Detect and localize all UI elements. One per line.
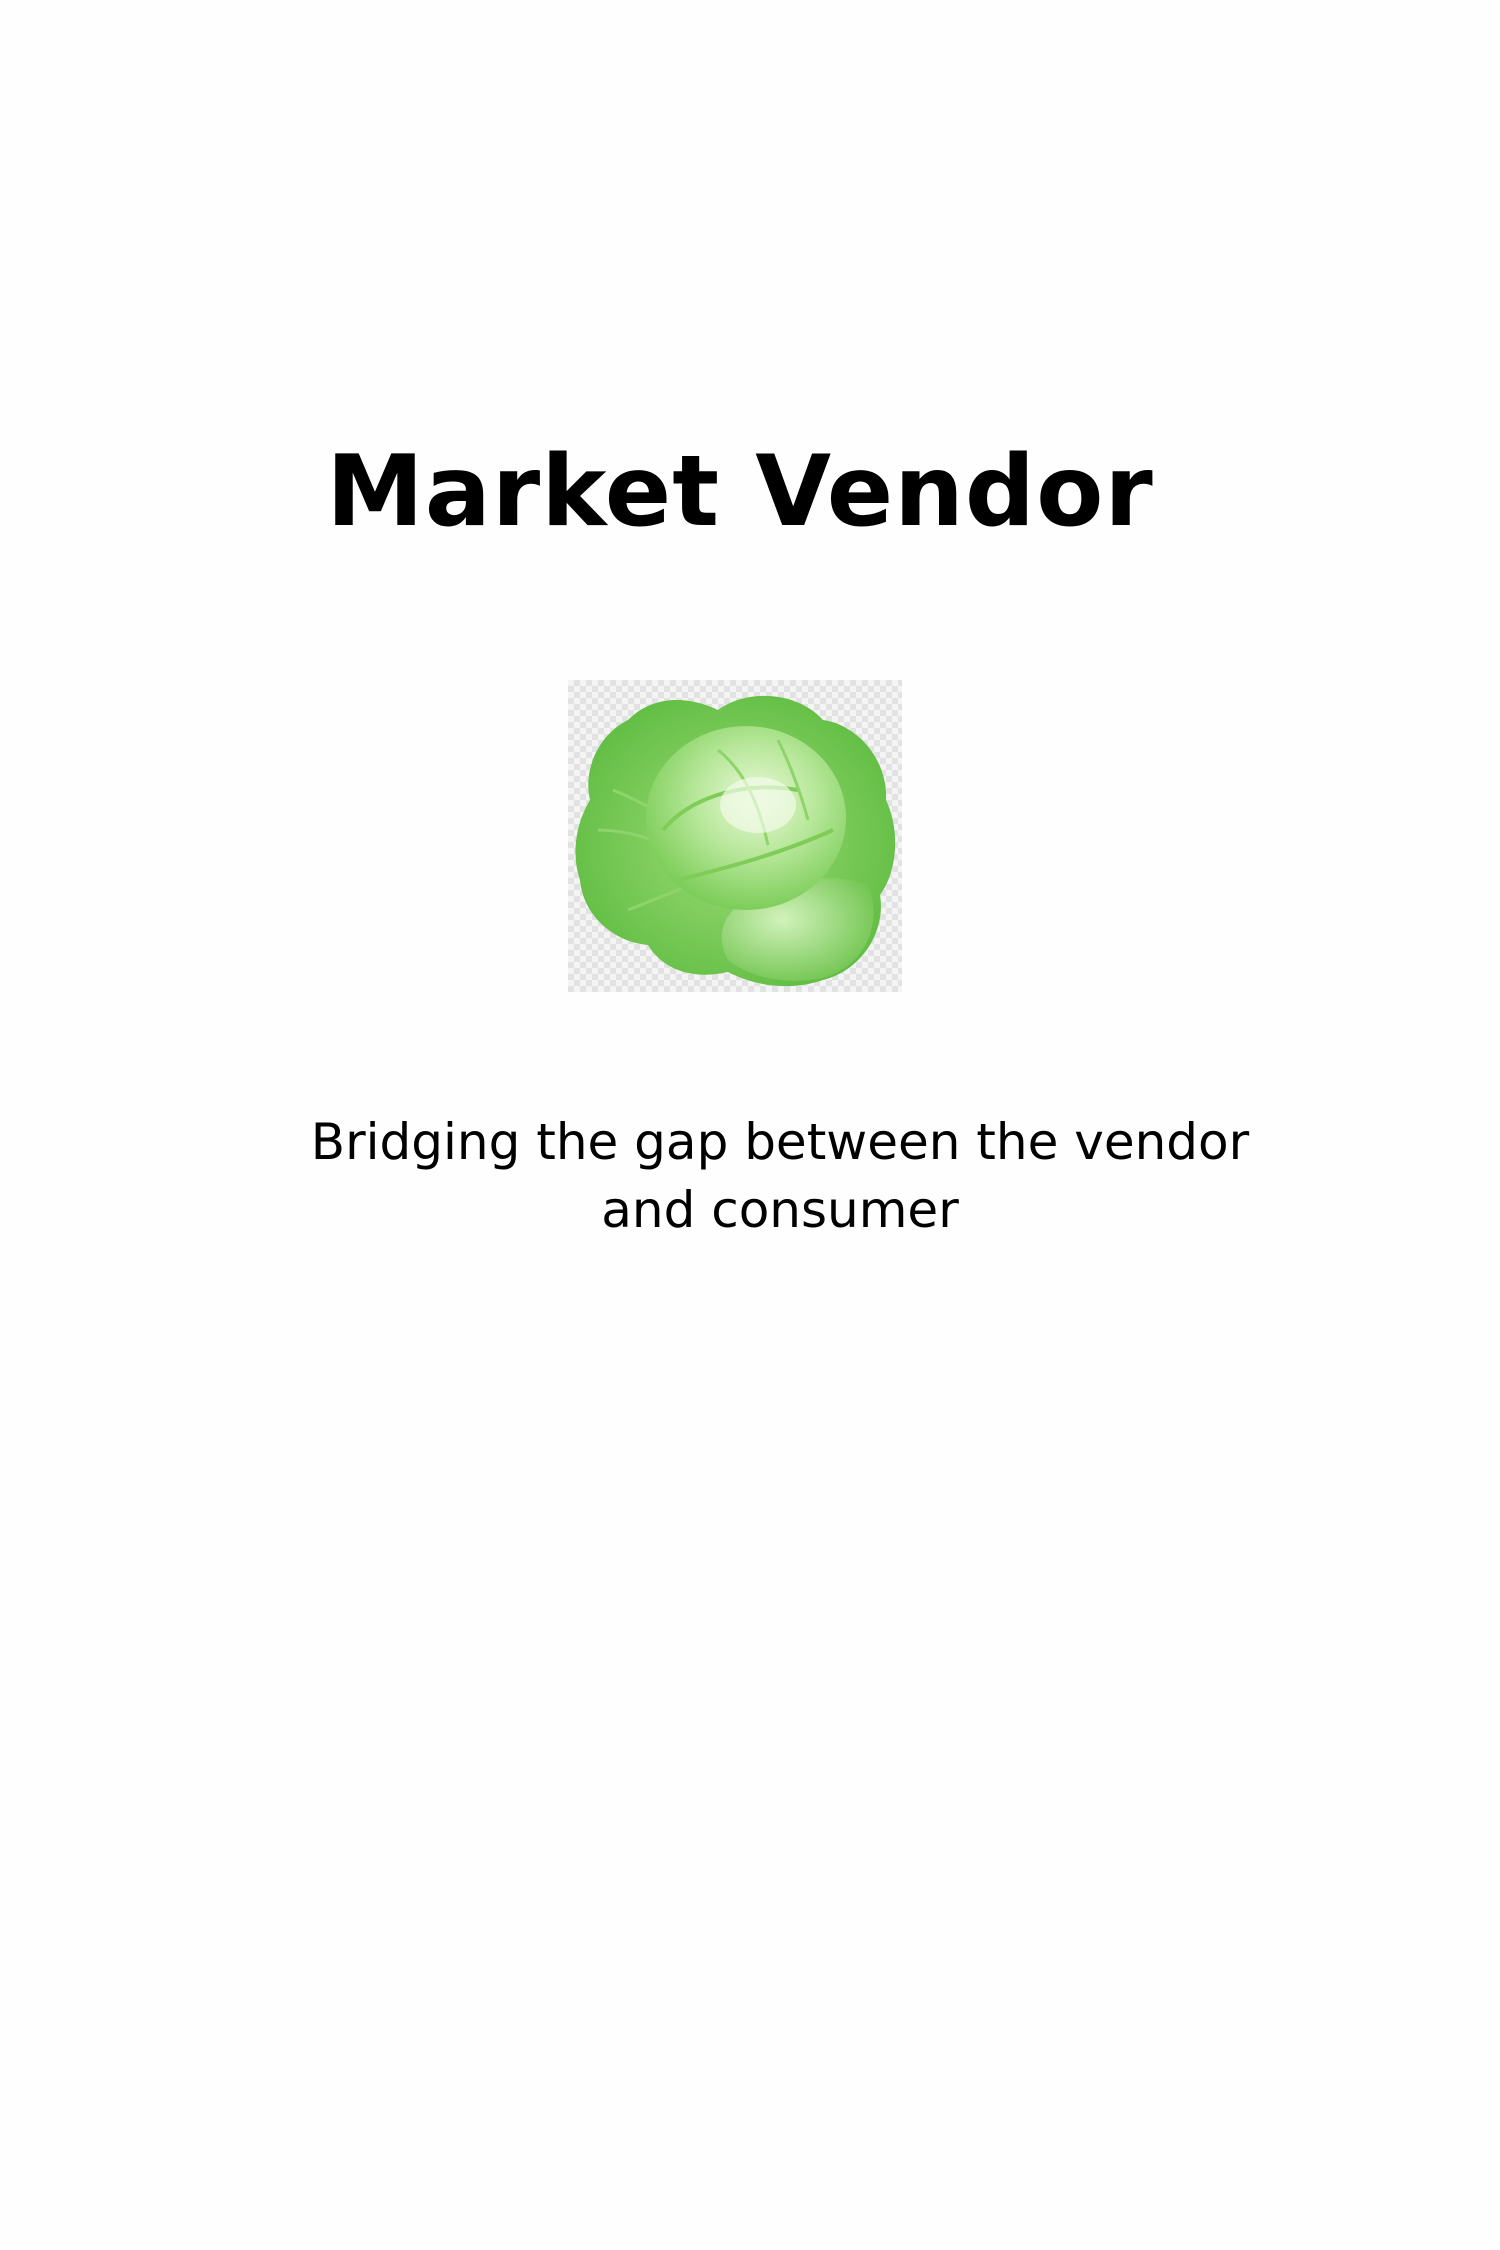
- tagline: Bridging the gap between the vendor and …: [310, 1113, 1250, 1239]
- app-title: Market Vendor: [326, 435, 1154, 549]
- cabbage-icon: [568, 680, 902, 992]
